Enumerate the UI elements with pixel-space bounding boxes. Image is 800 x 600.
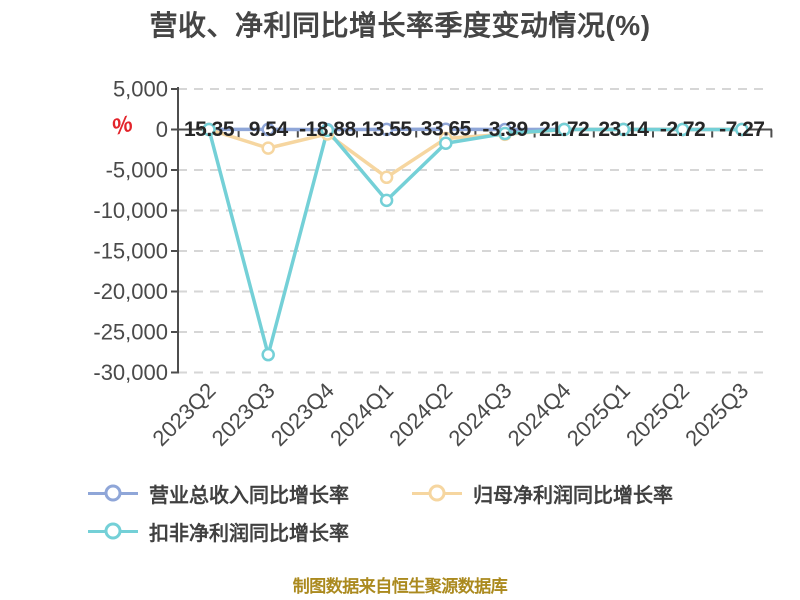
legend-label: 扣非净利润同比增长率 xyxy=(149,522,349,545)
x-axis-label: 2024Q4 xyxy=(503,378,576,451)
legend-label: 归母净利润同比增长率 xyxy=(473,484,673,507)
data-point-s2 xyxy=(439,136,453,151)
data-point-s0 xyxy=(379,122,394,137)
data-point-s2 xyxy=(261,347,275,362)
x-axis-label: 2023Q2 xyxy=(147,378,220,451)
data-label: -7.27 xyxy=(719,118,764,141)
x-axis-label: 2025Q3 xyxy=(680,378,753,451)
x-axis-label: 2024Q3 xyxy=(443,378,516,451)
data-label: 15.35 xyxy=(184,118,235,141)
data-label: 13.55 xyxy=(362,118,413,141)
y-axis-label: -20,000 xyxy=(93,279,168,304)
data-point-s2 xyxy=(379,193,394,208)
data-point-s2 xyxy=(616,122,631,137)
x-axis-label: 2024Q1 xyxy=(325,378,398,451)
chart-title: 营收、净利同比增长率季度变动情况(%) xyxy=(149,10,651,41)
data-source-note: 制图数据来自恒生聚源数据库 xyxy=(292,577,508,596)
data-label: -2.72 xyxy=(660,118,705,141)
data-point-s0 xyxy=(261,122,275,137)
x-axis-label: 2023Q3 xyxy=(207,378,280,451)
y-axis-label: -15,000 xyxy=(93,239,168,264)
data-label: 21.72 xyxy=(539,118,589,141)
data-label: 33.65 xyxy=(421,118,472,141)
y-axis-label: -5,000 xyxy=(106,158,168,183)
series-line-2 xyxy=(207,127,744,357)
x-axis-label: 2024Q2 xyxy=(384,378,457,451)
legend-line-marker-icon xyxy=(412,484,462,502)
data-label: -18.88 xyxy=(299,118,356,141)
legend-line-marker-icon xyxy=(88,484,138,502)
data-label: -3.39 xyxy=(482,118,527,141)
x-axis-label: 2025Q2 xyxy=(621,378,694,451)
y-axis-label: -25,000 xyxy=(93,320,168,345)
data-label: 23.14 xyxy=(598,118,649,141)
y-axis-label: 5,000 xyxy=(113,77,168,102)
legend-line-marker-icon xyxy=(88,522,138,540)
x-axis-label: 2023Q4 xyxy=(266,378,339,451)
data-point-s1 xyxy=(379,170,394,185)
data-point-s2 xyxy=(557,122,571,137)
y-axis-label: -10,000 xyxy=(93,198,168,223)
data-label: 9.54 xyxy=(249,118,289,141)
data-point-s2 xyxy=(675,122,690,137)
data-point-s1 xyxy=(261,141,275,155)
legend-label: 营业总收入同比增长率 xyxy=(149,484,349,507)
legend-item-net-profit-yoy[interactable]: 归母净利润同比增长率 xyxy=(412,482,673,507)
legend-item-total-revenue-yoy[interactable]: 营业总收入同比增长率 xyxy=(88,482,349,507)
x-axis-label: 2025Q1 xyxy=(562,378,635,451)
data-point-s2 xyxy=(320,123,335,138)
y-axis-label: 0 xyxy=(156,117,168,142)
data-point-s2 xyxy=(202,122,216,137)
data-point-s2 xyxy=(498,126,512,141)
data-point-s2 xyxy=(735,122,749,137)
y-axis-label: -30,000 xyxy=(93,360,168,385)
legend-item-deducted-net-profit-yoy[interactable]: 扣非净利润同比增长率 xyxy=(88,520,349,545)
